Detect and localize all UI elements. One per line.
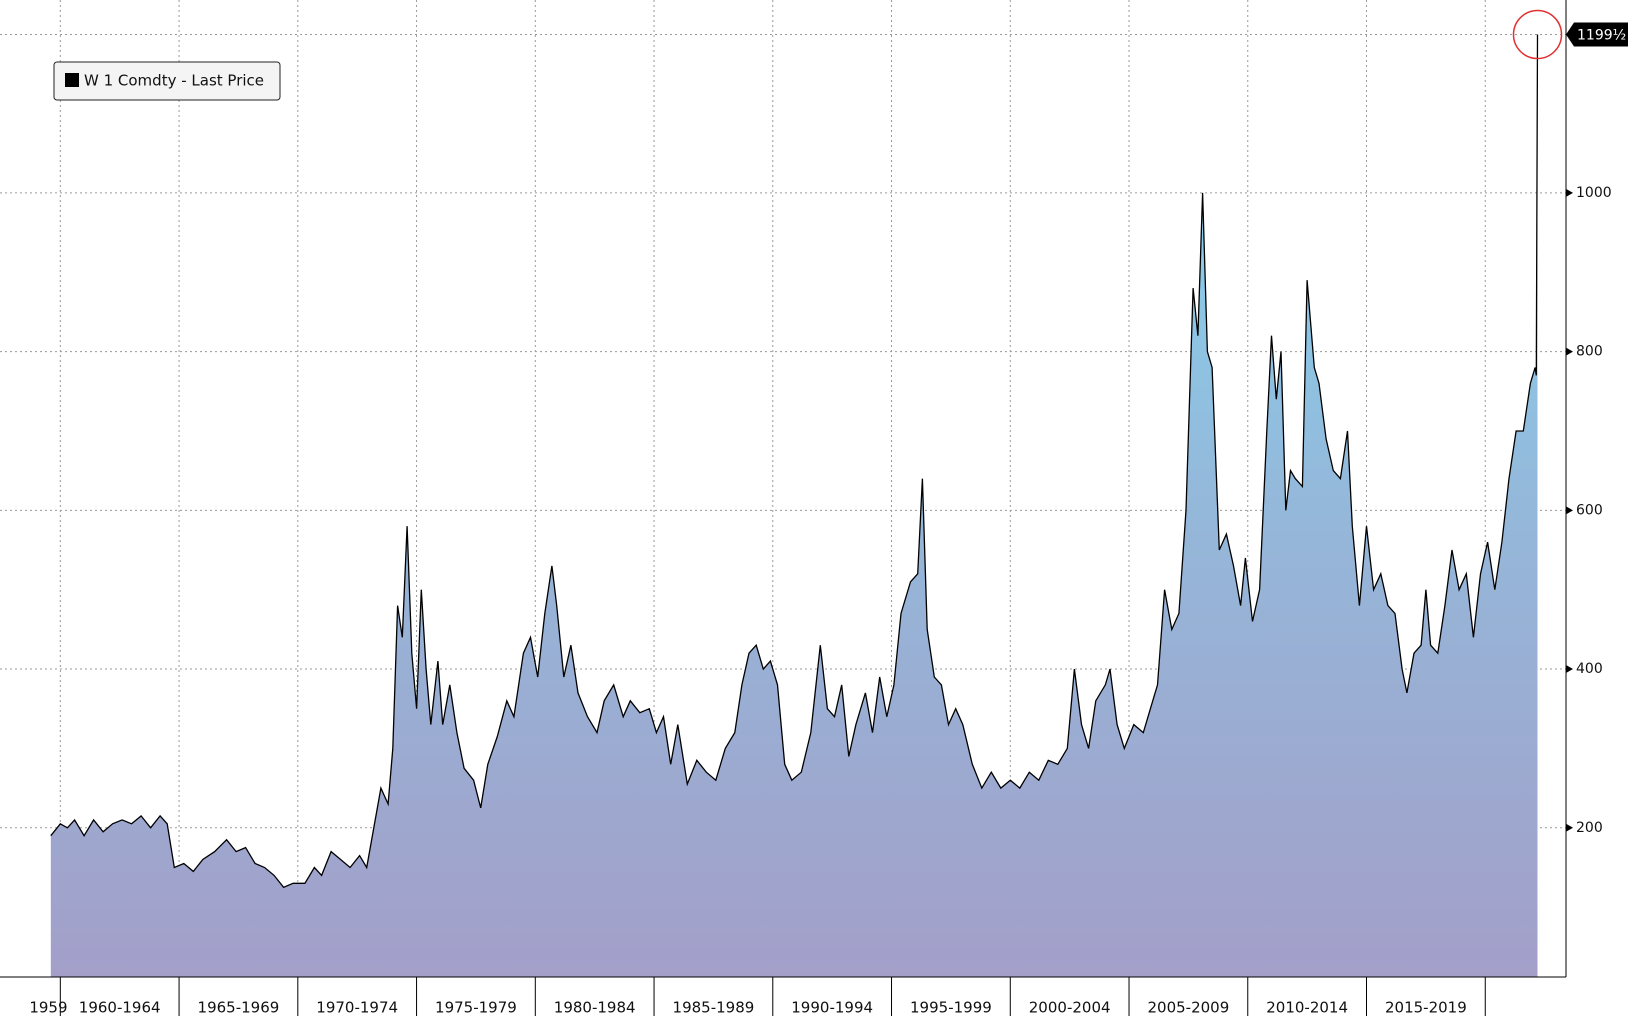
plot [50, 9, 1563, 977]
legend-box [53, 61, 281, 101]
y-tick-label: 400 [1576, 661, 1603, 677]
x-tick-label: 2005-2009 [1148, 999, 1230, 1016]
y-tick-label: 800 [1576, 344, 1603, 360]
area-fill [50, 34, 1538, 977]
legend-swatch [65, 73, 79, 87]
x-tick-label: 1975-1979 [435, 999, 517, 1016]
x-tick-label: 1970-1974 [316, 999, 398, 1016]
y-tick [1566, 823, 1573, 832]
x-tick-label: 1960-1964 [79, 999, 161, 1016]
x-tick-label: 1990-1994 [791, 999, 873, 1016]
x-tick-label: 2010-2014 [1266, 999, 1348, 1016]
y-tick-label: 600 [1576, 502, 1603, 518]
y-tick-label: 200 [1576, 820, 1603, 836]
y-tick [1566, 347, 1573, 356]
x-tick-label: 2000-2004 [1029, 999, 1111, 1016]
x-tick-label: 1980-1984 [554, 999, 636, 1016]
x-tick-label: 2015-2019 [1385, 999, 1467, 1016]
y-tick-label: 1000 [1576, 185, 1612, 201]
last-price-tag [1566, 22, 1628, 47]
x-tick-label: 1965-1969 [198, 999, 280, 1016]
y-tick [1566, 665, 1573, 674]
legend-label: W 1 Comdty - Last Price [84, 72, 264, 90]
x-tick-label: 1995-1999 [910, 999, 992, 1016]
last-price-label: 1199½ [1577, 28, 1626, 44]
y-tick [1566, 506, 1573, 515]
x-tick-label: 1985-1989 [673, 999, 755, 1016]
price-line [50, 34, 1539, 889]
x-tick-label: 1959 [29, 999, 67, 1016]
last-price-marker [1512, 9, 1563, 60]
legend: W 1 Comdty - Last Price [53, 61, 281, 101]
y-tick [1566, 188, 1573, 197]
